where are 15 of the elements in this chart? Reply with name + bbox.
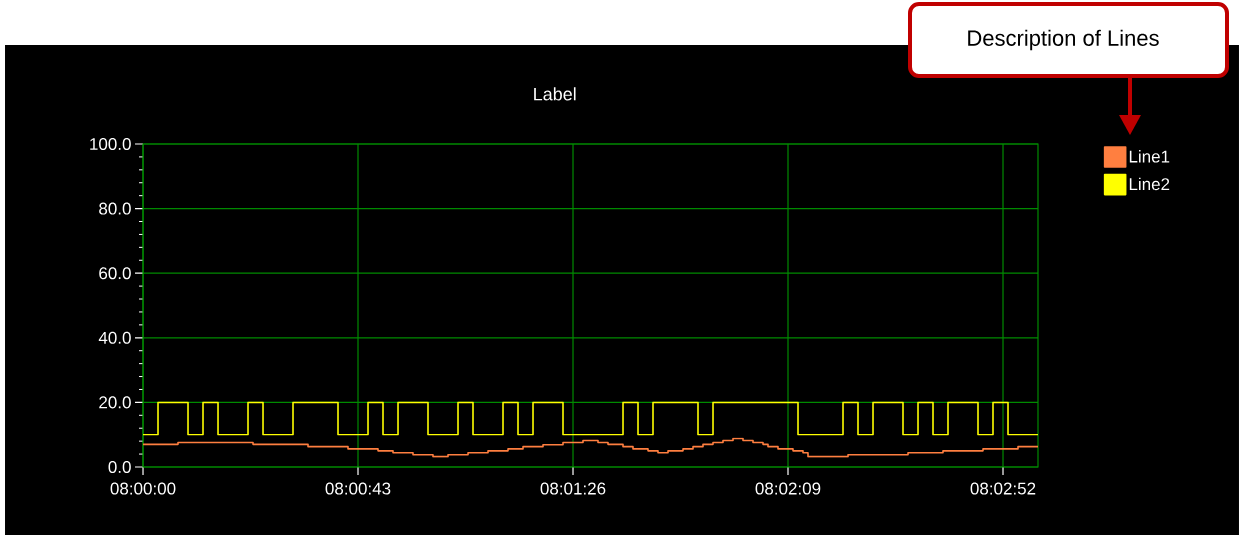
legend-label: Line1 [1129, 150, 1170, 163]
y-tick-label: 60.0 [99, 267, 131, 280]
y-tick-label: 40.0 [98, 331, 131, 344]
x-tick-label: 08:00:43 [325, 482, 391, 495]
text: Description of Lines [968, 29, 1159, 51]
y-tick-label: 20.0 [99, 396, 131, 409]
x-tick-label: 08:01:26 [540, 482, 606, 495]
y-tick-label: 80.0 [99, 202, 131, 215]
y-tick-label: 0.0 [108, 460, 131, 474]
x-tick-label: 08:02:09 [755, 482, 821, 495]
x-tick-label: 08:00:00 [110, 482, 176, 495]
x-tick-label: 08:02:52 [970, 482, 1036, 495]
y-tick-label: 100.0 [90, 137, 131, 151]
chart-title: Label [534, 87, 576, 101]
legend-label: Line2 [1129, 177, 1170, 191]
